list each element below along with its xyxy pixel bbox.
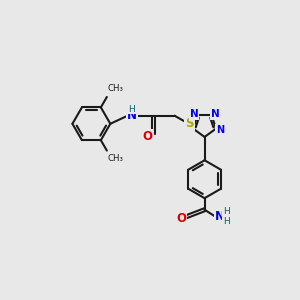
Text: CH₃: CH₃ (108, 84, 124, 93)
Text: O: O (142, 130, 152, 143)
Text: O: O (176, 212, 187, 225)
Text: N: N (127, 109, 137, 122)
Text: S: S (185, 117, 194, 130)
Text: N: N (216, 125, 224, 135)
Text: N: N (190, 109, 198, 119)
Text: N: N (211, 109, 220, 119)
Text: H: H (223, 207, 230, 216)
Text: N: N (214, 210, 225, 223)
Text: H: H (128, 105, 135, 114)
Text: H: H (223, 217, 230, 226)
Text: CH₃: CH₃ (108, 154, 124, 163)
